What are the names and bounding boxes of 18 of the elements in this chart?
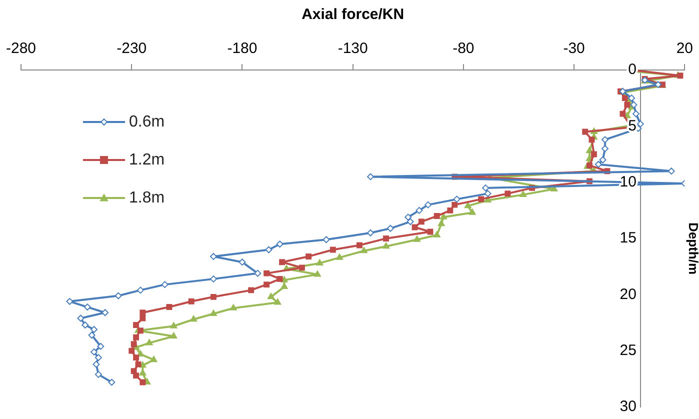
legend-label: 1.8m [129, 189, 165, 206]
x-tick-label: -180 [227, 40, 258, 58]
x-tick-label: -230 [116, 40, 147, 58]
x-tick-label: -30 [563, 40, 585, 58]
x-axis-title: Axial force/KN [302, 6, 404, 24]
y-tick-label: 20 [620, 286, 636, 303]
y-tick-label: 0 [628, 61, 636, 78]
y-axis-title: Depth/m [686, 222, 699, 274]
x-tick-label: -80 [452, 40, 474, 58]
legend-label: 0.6m [129, 113, 165, 130]
y-tick-label: 15 [620, 230, 636, 247]
y-tick-label: 30 [620, 398, 636, 416]
x-tick-label: -280 [6, 40, 36, 58]
legend-label: 1.2m [129, 151, 165, 168]
y-tick-label: 25 [620, 342, 636, 359]
y-tick-label: 10 [620, 173, 636, 190]
x-tick-label: -130 [338, 40, 368, 58]
x-tick-label: 20 [676, 40, 693, 58]
